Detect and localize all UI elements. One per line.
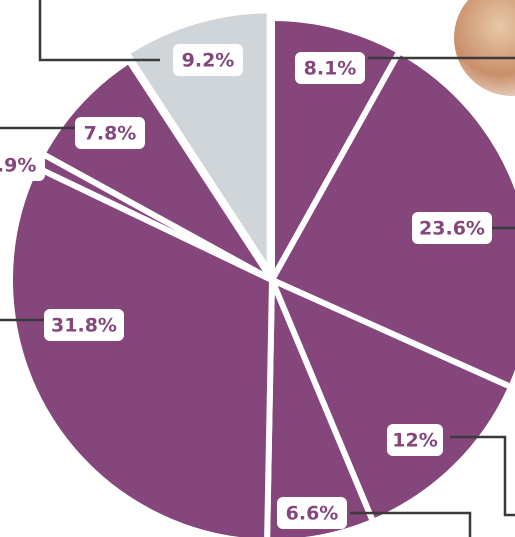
value-label: 7.8% [84, 123, 137, 145]
pie [10, 10, 515, 537]
value-label: 6.6% [286, 503, 339, 525]
value-label: 23.6% [419, 218, 485, 240]
value-label: 8.1% [304, 58, 357, 80]
value-label: 12% [392, 430, 437, 452]
value-label: 0.9% [0, 155, 36, 177]
chart: 8.1% 23.6% 12% 6.6% 31.8% 0.9% 7.8% 9.2% [0, 0, 515, 537]
value-label: 31.8% [51, 315, 117, 337]
value-label: 9.2% [182, 50, 235, 72]
photo [454, 0, 515, 96]
